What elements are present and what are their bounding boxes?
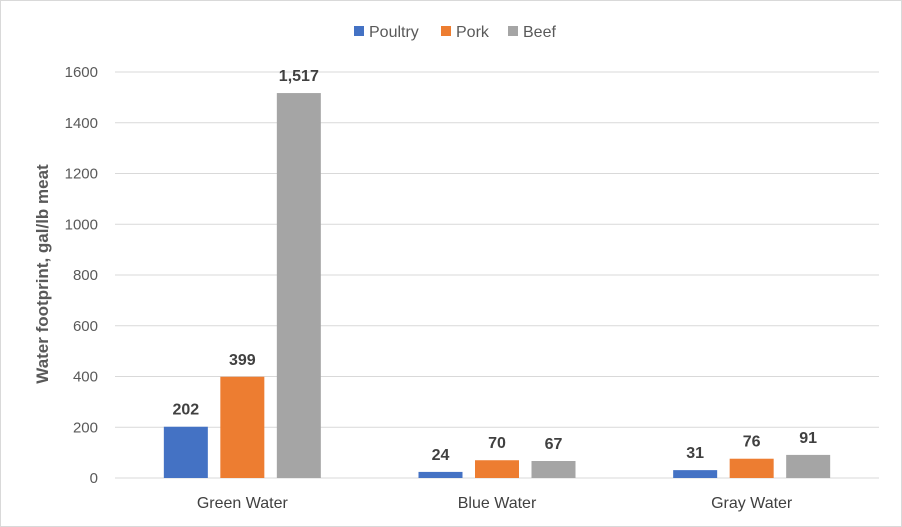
- bar-beef-2: [531, 460, 576, 478]
- category-label: Green Water: [197, 495, 289, 512]
- data-label: 1,517: [279, 68, 319, 85]
- category-label: Gray Water: [711, 495, 793, 512]
- y-tick-label: 1400: [65, 115, 98, 132]
- data-label: 91: [799, 430, 817, 447]
- y-tick-label: 1600: [65, 64, 98, 81]
- legend-swatch-pork: [441, 26, 451, 36]
- y-tick-label: 1200: [65, 166, 98, 183]
- y-tick-label: 0: [90, 470, 98, 487]
- y-axis-ticks: 0 200 400 600 800 1000 1200 1400 1600: [65, 64, 98, 487]
- bar-poultry-1: [163, 426, 208, 478]
- category-label: Blue Water: [458, 495, 537, 512]
- bar-pork-2: [475, 460, 519, 478]
- data-label: 67: [545, 436, 563, 453]
- data-labels: 202 399 1,517 24 70 67 31 76 91: [172, 68, 817, 464]
- legend-swatch-poultry: [354, 26, 364, 36]
- legend: Poultry Pork Beef: [354, 24, 556, 41]
- legend-label-poultry: Poultry: [369, 24, 419, 41]
- data-label: 24: [432, 447, 450, 464]
- x-axis-categories: Green Water Blue Water Gray Water: [197, 495, 793, 512]
- data-label: 76: [743, 434, 761, 451]
- bar-poultry-2: [418, 471, 463, 478]
- bar-beef-1: [276, 93, 321, 478]
- bars: [163, 93, 831, 478]
- bar-pork-3: [729, 458, 774, 478]
- data-label: 399: [229, 352, 256, 369]
- bar-beef-3: [786, 454, 831, 478]
- y-tick-label: 400: [73, 369, 98, 386]
- y-tick-label: 200: [73, 419, 98, 436]
- legend-swatch-beef: [508, 26, 518, 36]
- data-label: 202: [172, 402, 199, 419]
- y-tick-label: 1000: [65, 216, 98, 233]
- data-label: 70: [488, 435, 506, 452]
- data-label: 31: [686, 445, 704, 462]
- bar-pork-1: [220, 376, 265, 478]
- y-tick-label: 800: [73, 267, 98, 284]
- bar-poultry-3: [673, 470, 718, 478]
- y-axis-title: Water footprint, gal/lb meat: [33, 164, 52, 384]
- legend-label-pork: Pork: [456, 24, 490, 41]
- y-tick-label: 600: [73, 318, 98, 335]
- legend-label-beef: Beef: [523, 24, 556, 41]
